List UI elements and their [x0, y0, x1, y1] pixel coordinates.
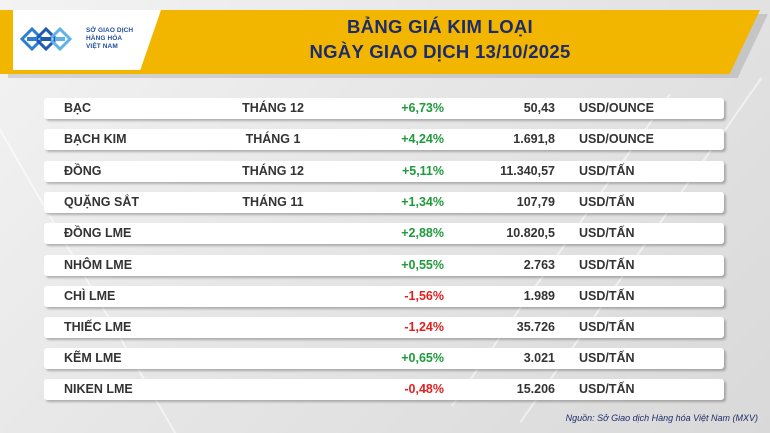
page-subtitle: NGÀY GIAO DỊCH 13/10/2025 [309, 41, 571, 62]
price-change: +0,65% [401, 351, 444, 365]
commodity-name: NIKEN LME [64, 382, 133, 396]
table-row: BẠCH KIM THÁNG 1 +4,24% 1.691,8 USD/OUNC… [44, 129, 724, 150]
price-change: -1,24% [404, 320, 444, 334]
table-row: NHÔM LME +0,55% 2.763 USD/TẤN [44, 255, 724, 276]
price-unit: USD/TẤN [579, 289, 635, 303]
commodity-name: QUẶNG SẮT [64, 195, 139, 209]
contract-month: THÁNG 12 [242, 101, 304, 115]
table-row: ĐỒNG LME +2,88% 10.820,5 USD/TẤN [44, 223, 724, 244]
price-change: -1,56% [404, 289, 444, 303]
commodity-name: ĐỒNG [64, 164, 102, 178]
table-row: CHÌ LME -1,56% 1.989 USD/TẤN [44, 286, 724, 307]
price-unit: USD/TẤN [579, 195, 635, 209]
logo-line-2: HÀNG HÓA [86, 35, 123, 42]
price-value: 50,43 [523, 101, 555, 115]
contract-month: THÁNG 12 [242, 164, 304, 178]
page-title: BẢNG GIÁ KIM LOẠI [347, 16, 533, 37]
logo-line-3: VIỆT NAM [86, 43, 118, 50]
price-value: 107,79 [516, 195, 555, 209]
price-unit: USD/OUNCE [579, 101, 655, 115]
price-unit: USD/TẤN [579, 382, 635, 396]
commodity-name: CHÌ LME [64, 289, 116, 303]
price-change: +6,73% [401, 101, 444, 115]
price-value: 11.340,57 [500, 164, 555, 178]
price-change: +2,88% [401, 226, 444, 240]
price-unit: USD/TẤN [579, 351, 635, 365]
price-change: +5,11% [401, 164, 444, 178]
table-row: NIKEN LME -0,48% 15.206 USD/TẤN [44, 379, 724, 400]
commodity-name: BẠC [64, 101, 92, 115]
table-row: QUẶNG SẮT THÁNG 11 +1,34% 107,79 USD/TẤN [44, 192, 724, 213]
commodity-name: BẠCH KIM [64, 132, 127, 146]
price-value: 35.726 [516, 320, 555, 334]
price-change: +1,34% [401, 195, 444, 209]
commodity-name: ĐỒNG LME [64, 226, 132, 240]
table-row: KẼM LME +0,65% 3.021 USD/TẤN [44, 348, 724, 369]
price-value: 3.021 [523, 351, 555, 365]
mxv-logo-icon [19, 26, 73, 52]
contract-month: THÁNG 1 [245, 132, 301, 146]
source-note: Nguồn: Sở Giao dịch Hàng hóa Việt Nam (M… [565, 413, 758, 423]
price-change: -0,48% [404, 382, 444, 396]
table-row: ĐỒNG THÁNG 12 +5,11% 11.340,57 USD/TẤN [44, 161, 724, 182]
price-change: +4,24% [401, 132, 444, 146]
price-value: 10.820,5 [506, 226, 555, 240]
price-unit: USD/TẤN [579, 258, 635, 272]
commodity-name: KẼM LME [64, 351, 122, 365]
commodity-name: NHÔM LME [64, 258, 133, 272]
commodity-name: THIẾC LME [64, 320, 132, 334]
price-value: 1.989 [523, 289, 555, 303]
table-row: THIẾC LME -1,24% 35.726 USD/TẤN [44, 317, 724, 338]
logo-line-1: SỞ GIAO DỊCH [86, 27, 134, 34]
price-unit: USD/OUNCE [579, 132, 655, 146]
logo-text: SỞ GIAO DỊCH HÀNG HÓA VIỆT NAM [86, 27, 156, 51]
price-unit: USD/TẤN [579, 164, 635, 178]
contract-month: THÁNG 11 [242, 195, 304, 209]
price-value: 15.206 [516, 382, 555, 396]
price-unit: USD/TẤN [579, 320, 635, 334]
price-value: 2.763 [523, 258, 555, 272]
price-value: 1.691,8 [513, 132, 555, 146]
price-change: +0,55% [401, 258, 444, 272]
table-row: BẠC THÁNG 12 +6,73% 50,43 USD/OUNCE [44, 98, 724, 119]
price-unit: USD/TẤN [579, 226, 635, 240]
